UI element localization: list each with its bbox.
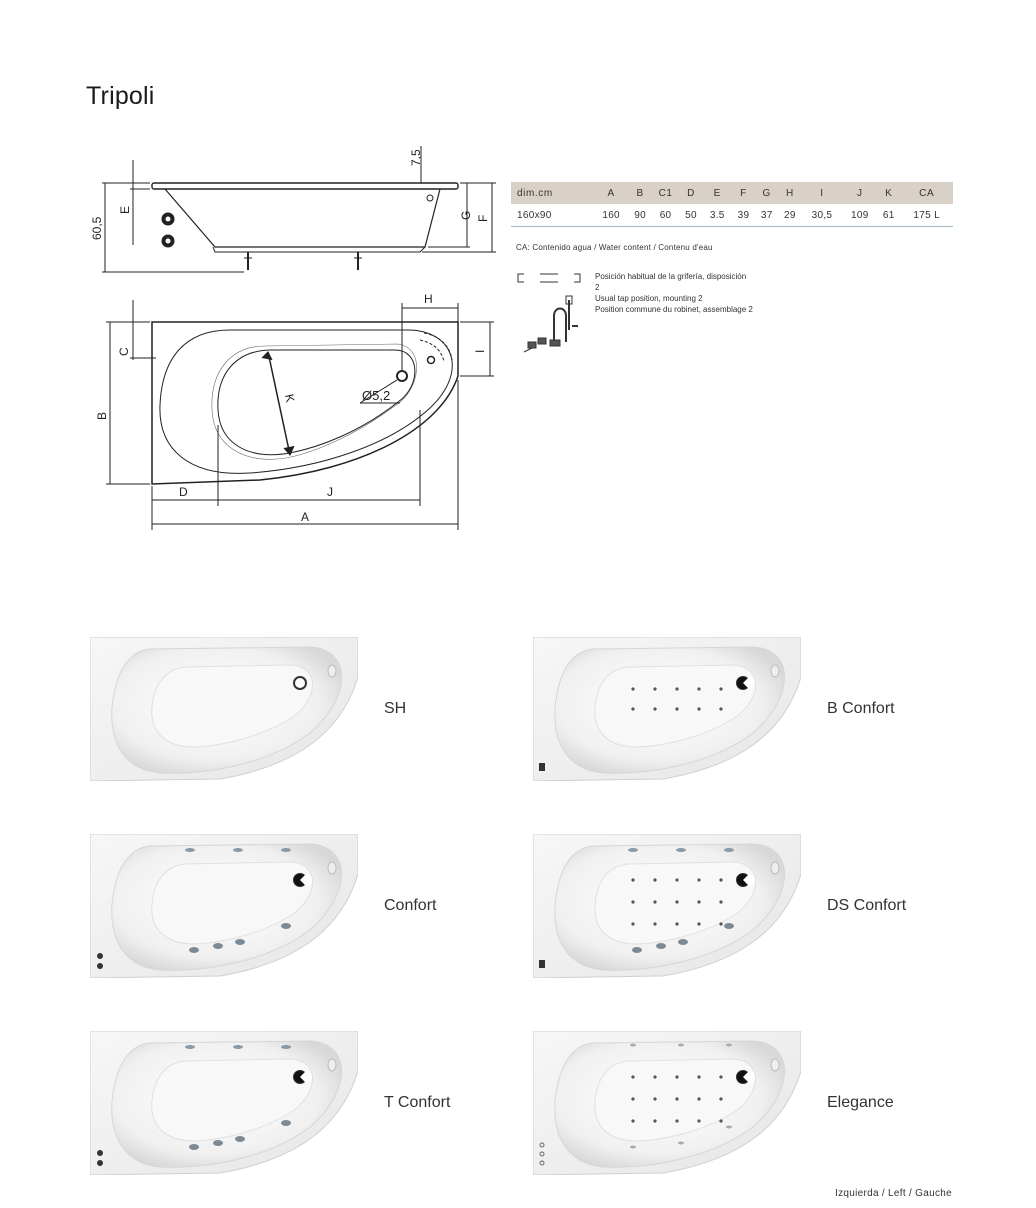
spec-header-cell: B [628,182,652,204]
dim-label-top: 7,5 [409,149,423,166]
tap-position-note: Posición habitual de la grifería, dispos… [595,271,753,315]
dim-label-height: 60,5 [90,216,104,240]
tap-note-line: 2 [595,283,600,292]
spec-cell: 50 [679,204,703,227]
spec-cell: 109 [842,204,878,227]
model-label: SH [384,700,407,717]
dim-label-c: C [117,347,131,356]
spec-cell: 60 [651,204,680,227]
spec-header-cell: A [593,182,629,204]
spec-cell: 37 [755,204,779,227]
model-label: DS Confort [827,897,907,914]
dim-label-a: A [301,510,309,524]
spec-header-cell: K [877,182,901,204]
spec-cell: 39 [731,204,756,227]
spec-header-cell: dim.cm [511,182,594,204]
spec-body: 160x90 160 90 60 50 3.5 39 37 29 30,5 109 61 175 L [511,204,953,227]
spec-cell: 61 [877,204,901,227]
dim-label-g: G [459,211,473,220]
dim-label-j: J [327,485,333,499]
dim-label-k: K [282,393,297,404]
dim-label-f: F [476,215,490,222]
spec-cell: 160x90 [511,204,594,227]
spec-cell: 29 [778,204,802,227]
model-label: T Confort [384,1094,451,1111]
dim-label-b: B [95,412,109,420]
spec-table: dim.cm A B C1 D E F G H I J K CA 160x90 160 90 60 50 3.5 3… [511,182,953,227]
spec-header-cell: J [842,182,878,204]
dim-label-d: D [179,485,188,499]
spec-cell: 30,5 [801,204,843,227]
spec-header-cell: E [702,182,732,204]
spec-header-row: dim.cm A B C1 D E F G H I J K CA [511,182,953,204]
bathtub-model-image [89,636,359,782]
spec-header-cell: CA [900,182,953,204]
spec-cell: 160 [593,204,629,227]
spec-header-cell: F [731,182,756,204]
model-label: B Confort [827,700,895,717]
model-label: Confort [384,897,437,914]
dim-label-i: I [473,350,487,353]
dim-label-h: H [424,292,433,306]
orientation-note: Izquierda / Left / Gauche [834,1188,952,1199]
spec-cell: 90 [628,204,652,227]
spec-header-cell: D [679,182,703,204]
page-title: Tripoli [86,82,155,110]
spec-header-cell: H [778,182,802,204]
technical-drawing: 7,5 60,5 E G F H C I B K Ø5,2 D J A [90,146,496,530]
water-content-note: CA: Contenido agua / Water content / Con… [516,243,713,252]
drain-diameter-label: Ø5,2 [362,388,390,403]
side-view [102,146,496,273]
tap-position-icon [517,273,581,353]
tap-note-line: Position commune du robinet, assemblage … [595,305,753,314]
tap-note-line: Usual tap position, mounting 2 [595,294,703,303]
bathtub-model-image [89,833,359,979]
plan-view [106,300,494,530]
dim-label-e: E [118,206,132,214]
spec-row: 160x90 160 90 60 50 3.5 39 37 29 30,5 109 61 175 L [511,204,953,227]
bathtub-model-image [89,1030,359,1176]
bathtub-model-image [532,636,802,782]
bathtub-model-image [532,833,802,979]
bathtub-model-image [532,1030,802,1176]
spec-header-cell: C1 [651,182,680,204]
spec-header-cell: I [801,182,843,204]
model-label: Elegance [827,1094,894,1111]
tap-note-line: Posición habitual de la grifería, dispos… [595,272,747,281]
spec-cell: 3.5 [702,204,732,227]
spec-cell: 175 L [900,204,953,227]
spec-header-cell: G [755,182,779,204]
